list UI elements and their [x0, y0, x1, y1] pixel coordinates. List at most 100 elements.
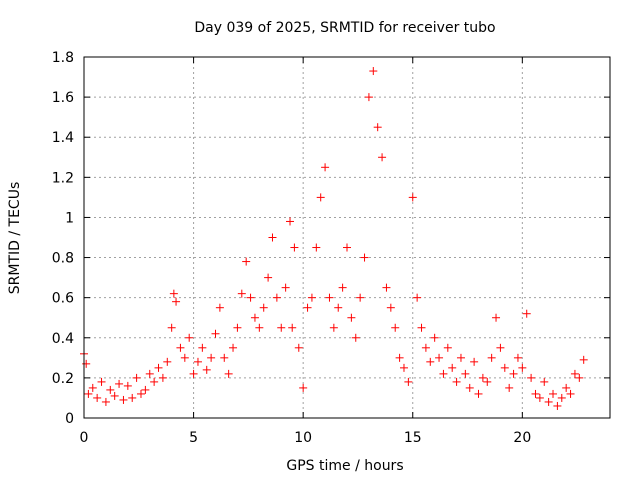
data-point	[369, 67, 378, 76]
data-point	[404, 377, 413, 386]
data-point	[566, 389, 575, 398]
data-point	[544, 397, 553, 406]
data-point	[101, 397, 110, 406]
data-point	[417, 323, 426, 332]
data-point	[321, 163, 330, 172]
x-tick-label: 0	[80, 430, 89, 446]
data-point	[496, 343, 505, 352]
data-point	[281, 283, 290, 292]
data-point	[549, 389, 558, 398]
data-point	[395, 353, 404, 362]
y-tick-label: 0.8	[52, 251, 74, 267]
data-point	[399, 363, 408, 372]
data-point	[579, 355, 588, 364]
data-point	[158, 373, 167, 382]
data-point	[513, 353, 522, 362]
data-point	[474, 389, 483, 398]
chart-title: Day 039 of 2025, SRMTID for receiver tub…	[194, 20, 495, 36]
data-point	[535, 393, 544, 402]
y-tick-label: 1	[65, 210, 74, 226]
data-point	[470, 357, 479, 366]
data-point	[246, 293, 255, 302]
data-point	[338, 283, 347, 292]
data-point	[540, 377, 549, 386]
y-tick-label: 0.6	[52, 291, 74, 307]
data-point	[141, 385, 150, 394]
data-point	[509, 369, 518, 378]
data-point	[207, 353, 216, 362]
y-tick-label: 1.2	[52, 170, 74, 186]
data-point	[167, 323, 176, 332]
y-tick-label: 0.2	[52, 371, 74, 387]
data-point	[264, 273, 273, 282]
data-point	[448, 363, 457, 372]
data-point	[452, 377, 461, 386]
x-tick-label: 10	[294, 430, 312, 446]
x-axis-label: GPS time / hours	[286, 458, 403, 474]
data-point	[172, 297, 181, 306]
data-point	[119, 395, 128, 404]
data-point	[229, 343, 238, 352]
data-point	[123, 381, 132, 390]
data-point	[356, 293, 365, 302]
data-point	[224, 369, 233, 378]
data-point	[575, 373, 584, 382]
x-tick-label: 5	[189, 430, 198, 446]
data-point	[364, 93, 373, 102]
data-point	[478, 373, 487, 382]
y-tick-label: 1.6	[52, 90, 74, 106]
data-point	[386, 303, 395, 312]
data-point	[312, 243, 321, 252]
y-tick-label: 0.4	[52, 331, 74, 347]
data-point	[562, 383, 571, 392]
data-point	[421, 343, 430, 352]
data-point	[439, 369, 448, 378]
data-point	[189, 369, 198, 378]
data-point	[443, 343, 452, 352]
y-tick-label: 1.8	[52, 50, 74, 66]
data-point	[88, 383, 97, 392]
data-point	[82, 359, 91, 368]
data-point	[185, 333, 194, 342]
data-point	[325, 293, 334, 302]
data-point	[382, 283, 391, 292]
data-point	[378, 153, 387, 162]
data-point	[150, 377, 159, 386]
data-point	[351, 333, 360, 342]
data-point	[522, 309, 531, 318]
x-tick-label: 15	[404, 430, 422, 446]
data-point	[288, 323, 297, 332]
plot-frame	[83, 56, 611, 419]
data-point	[290, 243, 299, 252]
data-point	[483, 377, 492, 386]
data-point	[430, 333, 439, 342]
data-point	[272, 293, 281, 302]
data-point	[492, 313, 501, 322]
data-point	[303, 303, 312, 312]
data-point	[277, 323, 286, 332]
data-point	[505, 383, 514, 392]
data-point	[259, 303, 268, 312]
data-point	[202, 365, 211, 374]
data-point	[347, 313, 356, 322]
data-point	[180, 353, 189, 362]
data-point	[465, 383, 474, 392]
data-point	[500, 363, 509, 372]
data-point	[294, 343, 303, 352]
y-tick-label: 1.4	[52, 130, 74, 146]
data-point	[115, 379, 124, 388]
grid-layer	[84, 57, 610, 418]
data-point	[456, 353, 465, 362]
data-point	[286, 217, 295, 226]
data-point	[487, 353, 496, 362]
data-point	[413, 293, 422, 302]
data-point	[106, 385, 115, 394]
data-point	[93, 393, 102, 402]
data-point	[128, 393, 137, 402]
data-point-layer	[80, 67, 588, 410]
data-point	[435, 353, 444, 362]
data-point	[531, 389, 540, 398]
data-point	[163, 357, 172, 366]
data-point	[255, 323, 264, 332]
data-point	[154, 363, 163, 372]
